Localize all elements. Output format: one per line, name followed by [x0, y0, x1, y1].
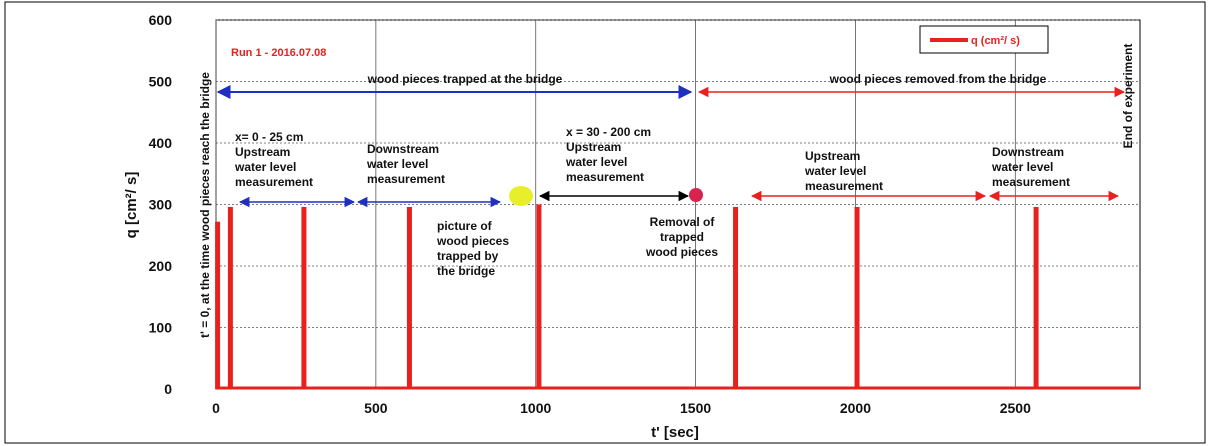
bar [1033, 206, 1039, 389]
annotation: wood pieces trapped at the bridge [367, 72, 563, 86]
annotation: water level [804, 164, 866, 178]
arrows [216, 85, 1126, 208]
annotation: Downstream [367, 142, 439, 156]
x-tick-label: 500 [364, 400, 388, 416]
annotation: water level [565, 155, 627, 169]
annotation: wood pieces [645, 245, 718, 259]
y-axis-label: q [cm²/ s] [123, 172, 140, 239]
bar [854, 206, 860, 389]
bar [406, 206, 412, 389]
x-tick-label: 1000 [520, 400, 551, 416]
annotation: Removal of [650, 215, 716, 229]
annotation: Upstream [805, 149, 860, 163]
annotation: Run 1 - 2016.07.08 [231, 47, 326, 59]
annotation: measurement [566, 170, 644, 184]
bar [227, 206, 233, 389]
annotation: Upstream [235, 145, 290, 159]
frame [4, 1, 1206, 444]
annotation: measurement [235, 175, 313, 189]
y-tick-label: 100 [149, 320, 173, 336]
y-tick-label: 0 [164, 381, 172, 397]
bar [733, 206, 739, 389]
annotation: the bridge [437, 264, 495, 278]
annotation: measurement [367, 172, 445, 186]
x-tick-label: 2000 [840, 400, 871, 416]
bar [215, 221, 221, 389]
annotation: wood pieces removed from the bridge [829, 72, 1047, 86]
y-tick-label: 600 [149, 12, 173, 28]
bar [536, 204, 542, 389]
annotation: picture of [437, 219, 493, 233]
annotation: measurement [805, 179, 883, 193]
annotation: trapped [660, 230, 704, 244]
legend-label: q (cm²/ s) [971, 35, 1020, 47]
y-tick-label: 300 [149, 197, 173, 213]
y-tick-label: 200 [149, 258, 173, 274]
annotation: t' = 0, at the time wood pieces reach th… [198, 72, 212, 338]
y-tick-label: 500 [149, 74, 173, 90]
x-tick-label: 2500 [1000, 400, 1031, 416]
x-axis-label: t' [sec] [651, 424, 699, 441]
y-tick-label: 400 [149, 135, 173, 151]
annotation: x = 30 - 200 cm [566, 125, 651, 139]
bar [301, 206, 307, 389]
annotation: wood pieces [436, 234, 509, 248]
annotation: Upstream [566, 140, 621, 154]
annotation: Downstream [992, 145, 1064, 159]
x-tick-label: 1500 [680, 400, 711, 416]
annotation: water level [991, 160, 1053, 174]
annotation: water level [234, 160, 296, 174]
annotation: measurement [992, 175, 1070, 189]
legend: q (cm²/ s) [919, 25, 1049, 54]
annotation: trapped by [437, 249, 499, 263]
x-tick-label: 0 [212, 400, 220, 416]
annotation: water level [366, 157, 428, 171]
annotation: x= 0 - 25 cm [235, 130, 303, 144]
annotation: End of experiment [1121, 44, 1135, 149]
